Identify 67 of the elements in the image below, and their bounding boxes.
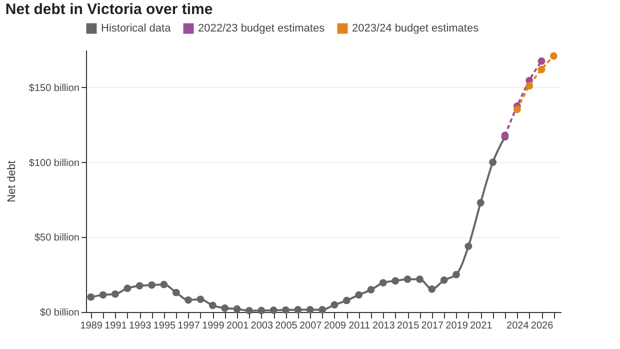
- point: [270, 306, 278, 314]
- point: [99, 291, 107, 299]
- point: [464, 242, 472, 250]
- x-tick-label: 1997: [178, 320, 200, 332]
- point: [526, 82, 534, 90]
- point: [221, 304, 229, 312]
- point: [392, 277, 400, 285]
- x-tick-label: 2005: [275, 320, 298, 332]
- point: [87, 293, 95, 301]
- y-tick-label: $150 billion: [28, 82, 80, 94]
- point: [233, 305, 241, 313]
- x-tick-label: 2007: [299, 320, 322, 332]
- point: [550, 52, 558, 60]
- x-tick-label: 2021: [470, 320, 493, 332]
- point: [124, 284, 132, 292]
- y-tick-label: $50 billion: [34, 232, 80, 244]
- x-tick-label: 2003: [250, 320, 274, 332]
- y-tick-label: $0 billion: [40, 308, 80, 318]
- point: [476, 199, 484, 206]
- point: [184, 296, 192, 304]
- point: [112, 290, 119, 298]
- point: [404, 276, 412, 283]
- point: [294, 306, 302, 314]
- x-tick-label: 2017: [421, 320, 444, 332]
- x-tick-label: 2001: [226, 320, 250, 332]
- legend-label: 2023/24 budget estimates: [352, 22, 480, 35]
- x-tick-label: 1999: [202, 320, 225, 332]
- point: [440, 276, 448, 284]
- x-tick-label: 2011: [348, 320, 371, 332]
- point: [258, 306, 266, 314]
- point: [196, 296, 204, 303]
- x-tick-label: 2013: [372, 320, 396, 332]
- x-tick-label: 1995: [153, 320, 176, 332]
- point: [148, 281, 156, 289]
- point: [513, 106, 521, 114]
- x-tick-label: 1993: [128, 320, 152, 332]
- point: [538, 57, 546, 65]
- point: [318, 306, 326, 314]
- x-tick-label: 2026: [530, 320, 554, 332]
- legend-label: 2022/23 budget estimates: [198, 22, 326, 35]
- point: [342, 296, 350, 304]
- point: [208, 302, 216, 310]
- point: [172, 288, 180, 296]
- point: [306, 306, 314, 314]
- point: [489, 158, 497, 166]
- y-tick-label: $100 billion: [28, 158, 80, 169]
- point: [282, 306, 290, 314]
- x-tick-label: 2009: [324, 320, 347, 332]
- point: [367, 286, 375, 294]
- point: [538, 66, 546, 74]
- point: [136, 282, 144, 290]
- x-tick-label: 2024: [506, 320, 530, 332]
- point: [452, 270, 460, 278]
- point: [379, 279, 387, 287]
- x-tick-label: 1989: [80, 320, 103, 332]
- chart-title: Net debt in Victoria over time: [5, 1, 213, 18]
- point: [355, 291, 363, 299]
- point: [245, 306, 253, 314]
- legend-label: Historical data: [101, 22, 172, 35]
- point: [330, 301, 338, 309]
- y-axis-title: Net debt: [6, 160, 18, 202]
- point: [416, 276, 424, 283]
- x-tick-label: 2019: [446, 320, 468, 332]
- x-tick-label: 2015: [396, 320, 420, 332]
- point: [160, 280, 168, 288]
- point: [428, 285, 436, 293]
- x-tick-label: 1991: [104, 320, 128, 332]
